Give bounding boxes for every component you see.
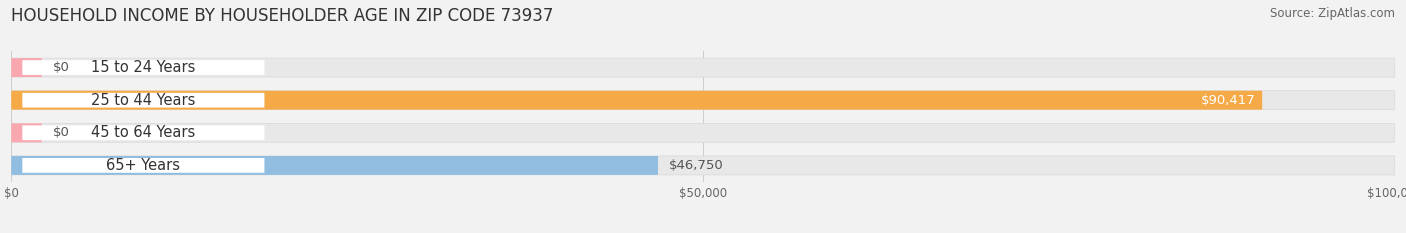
FancyBboxPatch shape [11,123,1395,142]
FancyBboxPatch shape [11,58,42,77]
FancyBboxPatch shape [11,123,42,142]
Text: 25 to 44 Years: 25 to 44 Years [91,93,195,108]
FancyBboxPatch shape [22,60,264,75]
FancyBboxPatch shape [11,156,658,175]
FancyBboxPatch shape [11,91,1263,110]
FancyBboxPatch shape [22,158,264,173]
Text: Source: ZipAtlas.com: Source: ZipAtlas.com [1270,7,1395,20]
FancyBboxPatch shape [11,91,1395,110]
Text: $0: $0 [53,126,70,139]
Text: 15 to 24 Years: 15 to 24 Years [91,60,195,75]
FancyBboxPatch shape [11,156,1395,175]
Text: $0: $0 [53,61,70,74]
FancyBboxPatch shape [11,58,1395,77]
Text: $90,417: $90,417 [1201,94,1256,107]
Text: HOUSEHOLD INCOME BY HOUSEHOLDER AGE IN ZIP CODE 73937: HOUSEHOLD INCOME BY HOUSEHOLDER AGE IN Z… [11,7,554,25]
FancyBboxPatch shape [22,125,264,140]
Text: $46,750: $46,750 [669,159,724,172]
FancyBboxPatch shape [22,93,264,108]
Text: 65+ Years: 65+ Years [107,158,180,173]
Text: 45 to 64 Years: 45 to 64 Years [91,125,195,140]
